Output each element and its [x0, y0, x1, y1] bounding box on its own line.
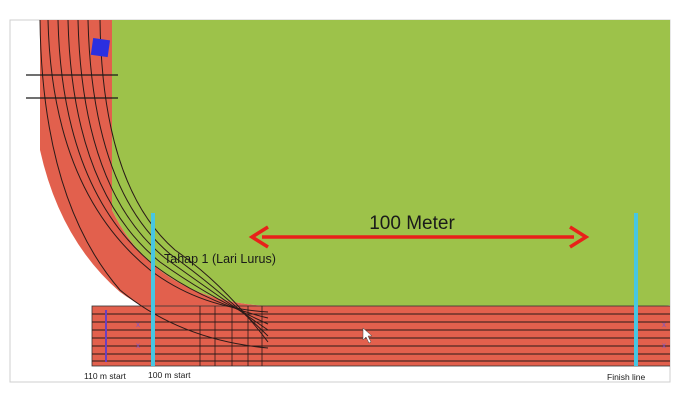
start-100-label: 100 m start — [148, 370, 191, 380]
lane-marks: x x x x — [136, 320, 666, 350]
svg-text:x: x — [662, 320, 666, 329]
svg-text:x: x — [136, 320, 140, 329]
stagger-marks — [199, 306, 263, 366]
finish-label: Finish line — [607, 372, 646, 382]
start-110-label: 110 m start — [84, 371, 127, 381]
distance-label: 100 Meter — [369, 213, 455, 234]
straight-track — [91, 305, 670, 367]
svg-text:x: x — [662, 341, 666, 350]
infield-grass — [112, 20, 670, 306]
curved-track — [40, 20, 268, 336]
stage-label: Tahap 1 (Lari Lurus) — [164, 252, 276, 266]
curve-markers — [26, 74, 118, 99]
straight-lane-lines — [92, 313, 670, 362]
cursor-icon — [362, 327, 373, 344]
svg-text:x: x — [136, 341, 140, 350]
blue-marker-square — [90, 37, 111, 58]
distance-arrow — [248, 225, 590, 249]
